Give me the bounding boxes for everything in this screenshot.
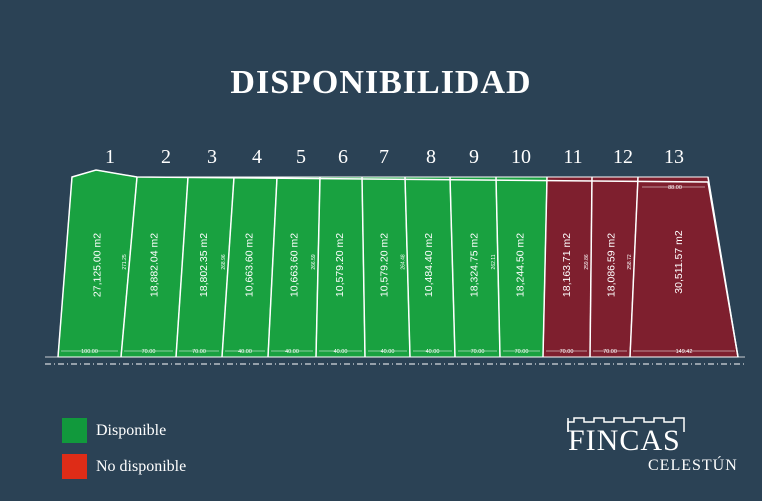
lot-front-dimension: 40.00 [334, 349, 348, 355]
lot-front-dimension: 100.00 [81, 349, 98, 355]
lot-number: 11 [563, 146, 582, 168]
lot-front-dimension: 70.00 [471, 349, 485, 355]
legend-label-available: Disponible [96, 421, 167, 439]
lot-boundary-line [404, 176, 411, 358]
lot-area-label: 10,663.60 m2 [243, 233, 255, 297]
lot-number: 4 [252, 146, 262, 168]
lot-side-dimension: 266.59 [311, 254, 317, 270]
brand-subtitle: CELESTÚN [648, 457, 738, 474]
lot-number: 12 [613, 146, 633, 168]
lot-side-dimension: 259.86 [584, 254, 590, 270]
fort-wall-icon [567, 417, 685, 432]
lot-number: 13 [664, 146, 684, 168]
lot-number: 10 [511, 146, 531, 168]
lot-side-dimension: 271.25 [122, 254, 128, 270]
lot-area-label: 10,579.20 m2 [379, 233, 391, 297]
lot-number: 9 [469, 146, 479, 168]
lot-boundary-line [629, 176, 639, 358]
lot-boundary-line [495, 176, 501, 358]
brand-name: FINCAS [568, 424, 681, 457]
lot-area-label: 10,663.60 m2 [288, 233, 300, 297]
lot-side-dimension: 268.96 [221, 254, 227, 270]
lot-boundary-line [589, 176, 593, 358]
lot-side-dimension: 258.72 [627, 254, 633, 270]
lot-front-dimension: 70.00 [515, 349, 529, 355]
lot-boundary-line [542, 176, 548, 358]
lot-number: 7 [379, 146, 389, 168]
lot-boundary-line [449, 176, 456, 358]
lot-area-label: 27,125.00 m2 [91, 233, 103, 297]
brand-logo: FINCAS CELESTÚN [560, 412, 750, 482]
legend-item-unavailable: No disponible [62, 454, 186, 479]
lot-front-dimension: 70.00 [142, 349, 156, 355]
lot-area-label: 18,163.71 m2 [561, 233, 573, 297]
lot-number: 3 [207, 146, 217, 168]
lot-boundary-line [361, 176, 366, 358]
lot-number: 8 [426, 146, 436, 168]
lot-front-dimension: 70.00 [560, 349, 574, 355]
legend: Disponible No disponible [62, 418, 186, 490]
lot-area-label: 18,324.75 m2 [468, 233, 480, 297]
lot-area-label: 18,244.50 m2 [515, 233, 527, 297]
page-title: DISPONIBILIDAD [230, 64, 532, 101]
lot-area-label: 18,086.59 m2 [606, 233, 618, 297]
top-dimension-label: 88.00 [668, 185, 682, 191]
lot-number: 5 [296, 146, 306, 168]
lot-front-dimension: 70.00 [192, 349, 206, 355]
lot-side-dimension: 264.48 [401, 254, 407, 270]
lot-side-dimension: 262.11 [491, 254, 497, 269]
lot-number: 6 [338, 146, 348, 168]
lot-front-dimension: 40.00 [426, 349, 440, 355]
lot-front-dimension: 40.00 [285, 349, 299, 355]
lot-area-label: 10,484.40 m2 [423, 233, 435, 297]
lot-front-dimension: 40.00 [238, 349, 252, 355]
lot-area-label: 10,579.20 m2 [334, 233, 346, 297]
lot-boundary-line [221, 176, 235, 358]
legend-item-available: Disponible [62, 418, 186, 443]
legend-label-unavailable: No disponible [96, 457, 187, 475]
lot-front-dimension: 70.00 [603, 349, 617, 355]
lot-boundary-line [175, 176, 189, 358]
lot-area-label: 18,802.35 m2 [198, 233, 210, 297]
legend-swatch-unavailable [62, 454, 87, 479]
lot-area-label: 18,882.04 m2 [149, 233, 161, 297]
lot-boundary-line [120, 176, 138, 358]
site-outer-boundary [57, 169, 739, 358]
lot-front-dimension: 40.00 [381, 349, 395, 355]
lot-boundary-line [267, 176, 278, 358]
lot-front-dimension: 149.42 [676, 349, 693, 355]
lot-area-label: 30,511.57 m2 [673, 230, 685, 294]
lot-number: 1 [105, 146, 115, 168]
lot-boundary-line [315, 176, 321, 358]
lot-number: 2 [161, 146, 171, 168]
legend-swatch-available [62, 418, 87, 443]
